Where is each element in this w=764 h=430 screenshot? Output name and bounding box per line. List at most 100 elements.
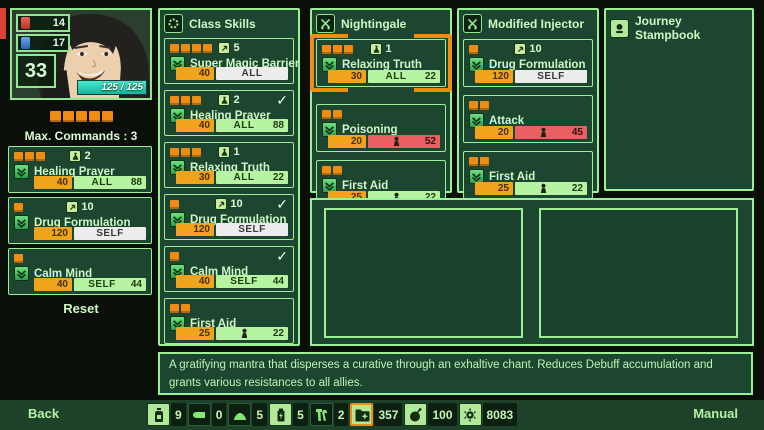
character-portrait-panel: 14 17 33 125 / 125 (10, 8, 152, 100)
target-single-icon (220, 328, 268, 339)
target-value: 45 (571, 127, 583, 138)
target-label: ALL (91, 177, 113, 188)
skill-card[interactable]: 5 Super Magic Barrier 40 ALL (164, 38, 299, 84)
command-pips (0, 111, 162, 122)
resource-battery[interactable]: 5 (269, 403, 308, 426)
footer-bar: Back 9 0 5 5 2 357 100 8083 Manual (0, 400, 764, 430)
target-value: 22 (272, 172, 284, 183)
target-chip: SELF (74, 227, 146, 240)
skill-card[interactable]: Poisoning 20 52 (316, 104, 446, 152)
back-button[interactable]: Back (28, 406, 60, 421)
sp-cost: 40 (176, 119, 214, 132)
uses-value: 5 (233, 42, 240, 54)
resource-bomb[interactable]: 100 (404, 403, 457, 426)
target-label: ALL (233, 172, 255, 183)
target-chip: ALL 22 (216, 171, 288, 184)
target-chip: SELF (216, 223, 288, 236)
target-chip: SELF 44 (216, 275, 288, 288)
stat-blue-box: 17 (16, 34, 70, 52)
uses-value: 10 (529, 43, 542, 55)
class-skills-icon (164, 14, 183, 33)
resource-tools[interactable]: 2 (309, 403, 349, 426)
target-label: ALL (241, 68, 263, 79)
sp-cost: 20 (328, 135, 366, 148)
stampbook-icon (610, 18, 629, 38)
extra-slot-container (310, 198, 754, 346)
folder-plus-icon (350, 403, 374, 426)
manual-button[interactable]: Manual (693, 406, 738, 421)
resource-powder[interactable]: 5 (228, 403, 268, 426)
target-value: 22 (571, 183, 583, 194)
skill-card[interactable]: 1 Relaxing Truth 30 ALL 22 (310, 34, 452, 92)
equipped-commands-list: 2 Healing Prayer 40 ALL 88 10 Drug Formulation… (8, 146, 152, 295)
uses-value: 1 (233, 146, 240, 158)
charge-pips (322, 166, 342, 175)
skill-card[interactable]: ✓ Calm Mind 40 SELF 44 (164, 246, 294, 292)
target-label: SELF (537, 71, 565, 82)
skill-card[interactable]: 10 Drug Formulation 120 SELF (463, 39, 593, 87)
charge-pips (469, 45, 478, 54)
panel-weapon-modified-injector: Modified Injector 10 Drug Formulation 120 S… (457, 8, 599, 199)
resource-count: 9 (171, 403, 186, 426)
resource-count: 0 (211, 403, 227, 426)
target-chip: ALL 88 (74, 176, 146, 189)
resource-count: 2 (333, 403, 349, 426)
sp-cost: 25 (176, 327, 214, 340)
skill-icon (14, 266, 29, 281)
target-value: 22 (272, 328, 284, 339)
sp-cost: 20 (475, 126, 513, 139)
skill-card[interactable]: 2 ✓ Healing Prayer 40 ALL 88 (164, 90, 294, 136)
skill-card[interactable]: 10 ✓ Drug Formulation 120 SELF (164, 194, 294, 240)
reset-button[interactable]: Reset (63, 301, 99, 316)
skill-name: First Aid (342, 179, 389, 192)
empty-slot[interactable] (324, 208, 523, 338)
skill-card[interactable]: 10 Drug Formulation 120 SELF (8, 197, 152, 244)
skill-card[interactable]: Calm Mind 40 SELF 44 (8, 248, 152, 295)
stat-blue-value: 17 (52, 37, 65, 49)
panel-class-skills: Class Skills 5 Super Magic Barrier 40 ALL 2 ✓… (158, 8, 300, 346)
skill-icon (14, 215, 29, 230)
powder-icon (228, 403, 252, 426)
target-chip: 45 (515, 126, 587, 139)
sp-cost: 30 (328, 70, 366, 83)
arrow-icon (218, 42, 231, 54)
skill-description: A gratifying mantra that disperses a cur… (158, 352, 753, 395)
resource-bullet[interactable]: 0 (187, 403, 227, 426)
skill-name: Drug Formulation (190, 213, 287, 226)
target-value: 22 (420, 192, 436, 203)
empty-slot[interactable] (539, 208, 738, 338)
skill-name: Calm Mind (34, 267, 93, 280)
skill-name: Drug Formulation (489, 58, 586, 71)
skill-icon (322, 57, 337, 72)
skill-name: Healing Prayer (190, 109, 271, 122)
target-value: 88 (130, 177, 142, 188)
skill-card[interactable]: 2 Healing Prayer 40 ALL 88 (8, 146, 152, 193)
charge-pips (170, 96, 201, 105)
resource-count: 5 (293, 403, 308, 426)
resource-medicine-bottle[interactable]: 9 (147, 403, 186, 426)
target-chip: ALL 88 (216, 119, 288, 132)
gear-icon (458, 403, 482, 426)
sp-cost: 25 (475, 182, 513, 195)
blue-vial-icon (21, 37, 30, 49)
skill-card[interactable]: 1 Relaxing Truth 30 ALL 22 (164, 142, 294, 188)
resource-folder-plus[interactable]: 357 (350, 403, 403, 426)
skill-card[interactable]: Attack 20 45 (463, 95, 593, 143)
charge-pips (322, 110, 342, 119)
panel-weapon-nightingale: Nightingale 1 Relaxing Truth 30 ALL 22 Poison… (310, 8, 452, 208)
skill-name: Poisoning (342, 123, 398, 136)
target-value: 88 (272, 120, 284, 131)
sp-cost: 120 (176, 223, 214, 236)
max-commands-label: Max. Commands : 3 (24, 129, 138, 143)
resource-count: 5 (252, 403, 268, 426)
resource-gear[interactable]: 8083 (458, 403, 518, 426)
stat-red-box: 14 (16, 14, 70, 32)
weapon-swords-icon (316, 14, 335, 33)
weapon-swords-icon (463, 14, 482, 33)
panel-title: Nightingale (341, 16, 407, 31)
charge-pips (322, 45, 353, 54)
resource-count: 8083 (482, 403, 518, 426)
sp-cost: 120 (475, 70, 513, 83)
